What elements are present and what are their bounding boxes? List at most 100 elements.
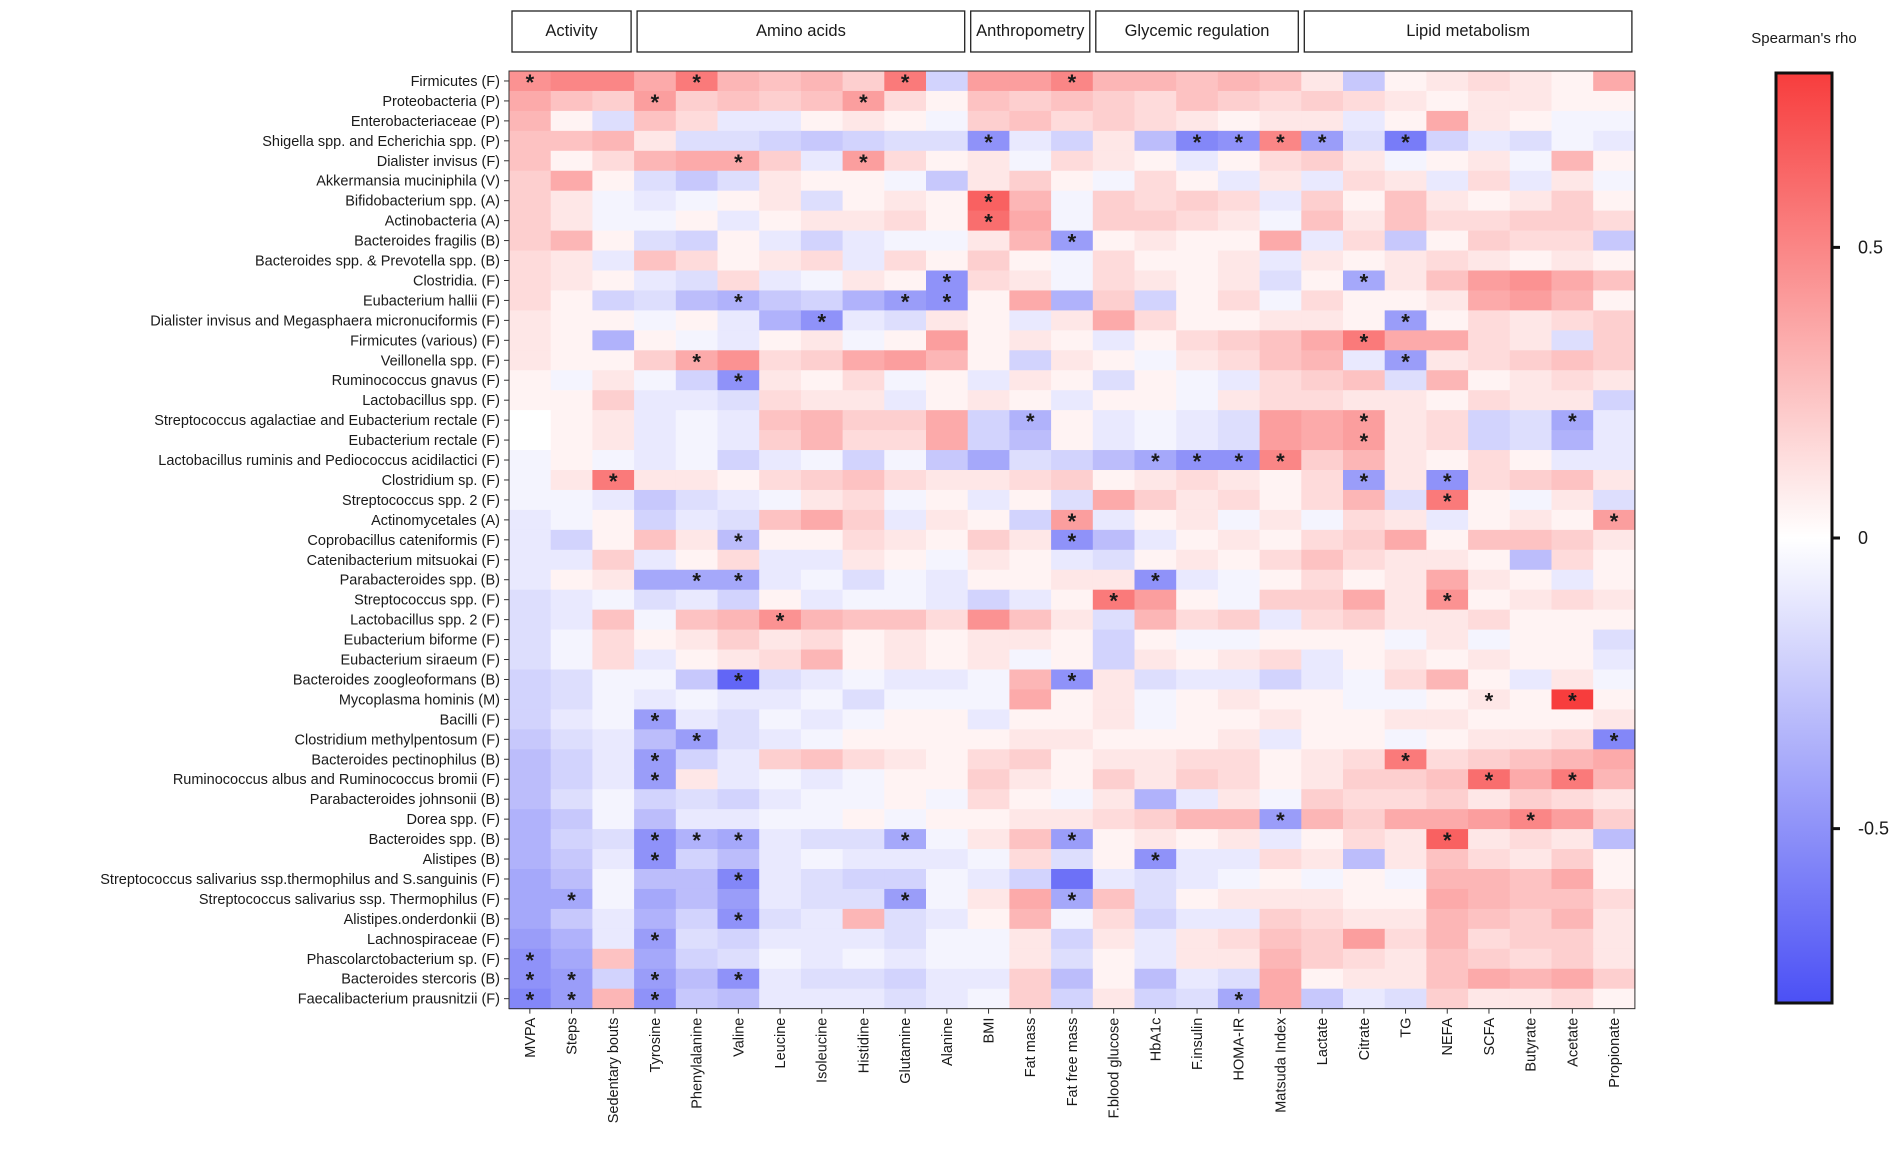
heatmap-cell: [759, 90, 802, 112]
heatmap-cell: [634, 729, 677, 750]
column-label: Alanine: [940, 1018, 956, 1066]
heatmap-cell: [926, 809, 969, 830]
row-label: Ruminococcus gnavus (F): [332, 373, 500, 389]
column-label: HOMA-IR: [1232, 1018, 1248, 1081]
heatmap-cell: [1551, 669, 1594, 691]
heatmap-cell: [1051, 829, 1094, 850]
heatmap-cell: [1176, 928, 1219, 950]
heatmap-cell: [967, 250, 1010, 272]
heatmap-cell: [1468, 330, 1511, 351]
heatmap-cell: [1426, 948, 1469, 970]
column-label: Fat mass: [1023, 1018, 1039, 1078]
heatmap-cell: [550, 170, 593, 192]
heatmap-cell: [800, 71, 844, 92]
heatmap-cell: [509, 549, 552, 571]
heatmap-cell: [1217, 729, 1261, 750]
heatmap-cell: [1217, 589, 1261, 611]
heatmap-cell: [759, 649, 802, 671]
heatmap-cell: [1343, 629, 1386, 651]
heatmap-cell: [1343, 290, 1386, 311]
heatmap-cell: [759, 390, 802, 411]
heatmap-cell: [1134, 669, 1177, 691]
heatmap-cell: [1384, 489, 1427, 511]
heatmap-cell: [1509, 709, 1553, 730]
heatmap-cell: [1384, 669, 1427, 691]
heatmap-cell: [1259, 210, 1302, 232]
heatmap-cell: [592, 968, 635, 990]
heatmap-cell: [1468, 709, 1511, 730]
heatmap-cell: [967, 450, 1010, 471]
heatmap-cell: [1343, 988, 1386, 1010]
heatmap-cell: [1009, 968, 1052, 990]
heatmap-cell: [634, 110, 677, 132]
heatmap-cell: [1343, 729, 1386, 750]
heatmap-cell: [509, 350, 552, 371]
heatmap-cell: [550, 290, 593, 311]
heatmap-cell: [842, 470, 885, 491]
heatmap-cell: [1551, 829, 1594, 850]
heatmap-cell: [842, 150, 885, 172]
heatmap-cell: [1384, 749, 1427, 770]
heatmap-cell: [1509, 689, 1553, 710]
heatmap-cell: [1468, 130, 1511, 152]
heatmap-cell: [550, 529, 593, 551]
heatmap-cell: [1009, 390, 1052, 411]
heatmap-cell: [1301, 150, 1344, 172]
heatmap-cell: [1217, 829, 1261, 850]
heatmap-cell: [1551, 569, 1594, 591]
heatmap-cell: [759, 729, 802, 750]
significance-star: *: [1443, 489, 1452, 514]
heatmap-cell: [926, 948, 969, 970]
heatmap-cell: [675, 410, 719, 431]
heatmap-cell: [1593, 529, 1636, 551]
heatmap-cell: [1468, 569, 1511, 591]
significance-star: *: [1068, 888, 1077, 913]
heatmap-cell: [1384, 410, 1427, 431]
significance-star: *: [1360, 469, 1369, 494]
significance-star: *: [901, 888, 910, 913]
heatmap-cell: [800, 430, 844, 451]
heatmap-cell: [800, 849, 844, 870]
heatmap-cell: [1593, 549, 1636, 571]
heatmap-cell: [926, 390, 969, 411]
heatmap-cell: [592, 908, 635, 930]
row-label: Bacteroides stercoris (B): [341, 972, 500, 988]
heatmap-cell: [1343, 609, 1386, 631]
heatmap-cell: [592, 330, 635, 351]
heatmap-cell: [967, 829, 1010, 850]
heatmap-cell: [1343, 410, 1386, 431]
heatmap-cell: [800, 330, 844, 351]
heatmap-cell: [1092, 609, 1136, 631]
significance-star: *: [776, 609, 785, 634]
heatmap-cell: [1051, 888, 1094, 910]
significance-star: *: [567, 988, 576, 1013]
heatmap-cell: [884, 270, 927, 292]
heatmap-cell: [717, 649, 760, 671]
heatmap-cell: [634, 450, 677, 471]
heatmap-cell: [1509, 789, 1553, 810]
heatmap-cell: [800, 370, 844, 391]
heatmap-cell: [1134, 569, 1177, 591]
heatmap-cell: [1051, 170, 1094, 192]
heatmap-cell: [1343, 310, 1386, 331]
significance-star: *: [1068, 509, 1077, 534]
significance-star: *: [1234, 988, 1243, 1013]
heatmap-cell: [1551, 928, 1594, 950]
heatmap-cell: [634, 210, 677, 232]
column-label: SCFA: [1482, 1017, 1498, 1055]
heatmap-cell: [800, 170, 844, 192]
heatmap-cell: [1301, 609, 1344, 631]
heatmap-cell: [1509, 270, 1553, 292]
heatmap-cell: [1426, 689, 1469, 710]
heatmap-cell: [717, 968, 760, 990]
heatmap-cell: [634, 470, 677, 491]
heatmap-cell: [926, 769, 969, 790]
heatmap-cell: [634, 569, 677, 591]
heatmap-cell: [842, 809, 885, 830]
heatmap-cell: [675, 709, 719, 730]
significance-star: *: [1360, 429, 1369, 454]
heatmap-cell: [1301, 410, 1344, 431]
heatmap-cell: [800, 549, 844, 571]
heatmap-cell: [1259, 649, 1302, 671]
heatmap-cell: [1009, 130, 1052, 152]
